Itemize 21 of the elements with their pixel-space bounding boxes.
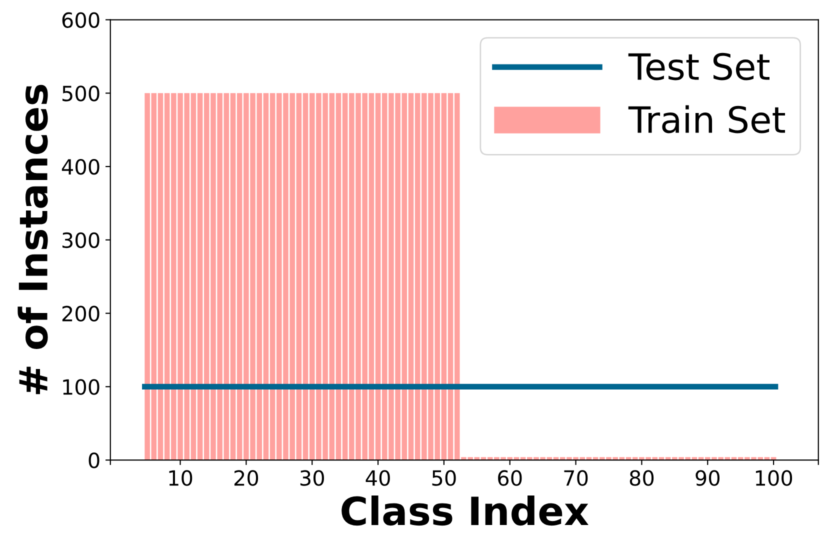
legend-label: Test Set [628, 52, 770, 80]
y-tick-label: 500 [62, 86, 100, 102]
y-tick-label: 100 [63, 379, 100, 395]
y-tick-label: 400 [62, 158, 100, 175]
y-tick-label: 200 [62, 306, 100, 322]
x-tick-label: 80 [630, 470, 654, 486]
y-tick-label: 300 [62, 232, 100, 248]
x-tick-label: 50 [432, 470, 456, 486]
x-tick-label: 100 [756, 470, 792, 486]
x-tick-label: 40 [366, 470, 390, 486]
legend-label: Train Set [628, 105, 786, 134]
x-tick-label: 20 [234, 470, 258, 486]
x-axis-title: Class Index [342, 496, 588, 526]
x-tick-label: 60 [498, 470, 522, 486]
x-tick-label: 10 [169, 470, 192, 486]
y-tick-label: 0 [88, 452, 100, 468]
y-tick-label: 600 [62, 12, 100, 28]
x-tick-label: 90 [696, 470, 720, 486]
y-axis-title: # of Instances [18, 84, 48, 394]
x-tick-label: 70 [564, 470, 588, 486]
x-tick-label: 30 [300, 470, 324, 486]
